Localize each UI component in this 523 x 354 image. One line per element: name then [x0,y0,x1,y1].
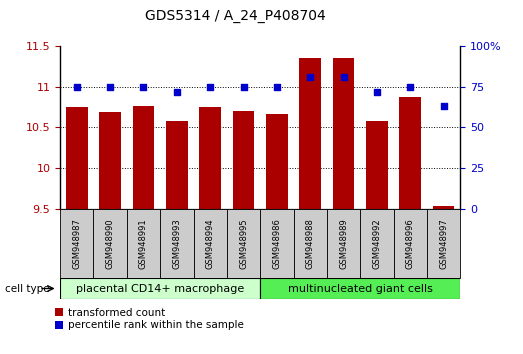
Point [139,84,147,90]
Text: GDS5314 / A_24_P408704: GDS5314 / A_24_P408704 [145,9,326,23]
Bar [166,121,188,209]
Text: GSM948987: GSM948987 [72,218,81,269]
Point [306,74,314,80]
Text: GSM948990: GSM948990 [106,218,115,269]
Bar [333,58,355,209]
Bar [360,209,393,278]
Point [240,84,248,90]
Bar [266,114,288,209]
Bar [260,278,460,299]
Bar [133,106,154,209]
Bar [293,209,327,278]
Bar [60,278,260,299]
Text: GSM948995: GSM948995 [239,218,248,269]
Bar [194,209,227,278]
Bar [366,121,388,209]
Point [206,84,214,90]
Text: GSM948996: GSM948996 [406,218,415,269]
Point [173,89,181,95]
Text: GSM948991: GSM948991 [139,218,148,269]
Point [106,84,115,90]
Bar [400,97,421,209]
Point [373,89,381,95]
Text: placental CD14+ macrophage: placental CD14+ macrophage [76,284,244,293]
Bar [299,58,321,209]
Bar [227,209,260,278]
Text: GSM948992: GSM948992 [372,218,381,269]
Text: GSM948993: GSM948993 [173,218,181,269]
Bar [327,209,360,278]
Point [406,84,414,90]
Point [272,84,281,90]
Point [439,103,448,109]
Text: multinucleated giant cells: multinucleated giant cells [288,284,433,293]
Bar [99,112,121,209]
Bar [94,209,127,278]
Bar [233,111,254,209]
Text: GSM948989: GSM948989 [339,218,348,269]
Text: GSM948997: GSM948997 [439,218,448,269]
Point [339,74,348,80]
Bar [160,209,194,278]
Bar [394,209,427,278]
Bar [199,107,221,209]
Bar [427,209,460,278]
Text: GSM948994: GSM948994 [206,218,214,269]
Bar [260,209,293,278]
Text: cell type: cell type [5,284,50,293]
Point [73,84,81,90]
Bar [433,206,454,209]
Text: GSM948986: GSM948986 [272,218,281,269]
Legend: transformed count, percentile rank within the sample: transformed count, percentile rank withi… [55,308,244,331]
Bar [66,107,88,209]
Bar [127,209,160,278]
Bar [60,209,94,278]
Text: GSM948988: GSM948988 [306,218,315,269]
